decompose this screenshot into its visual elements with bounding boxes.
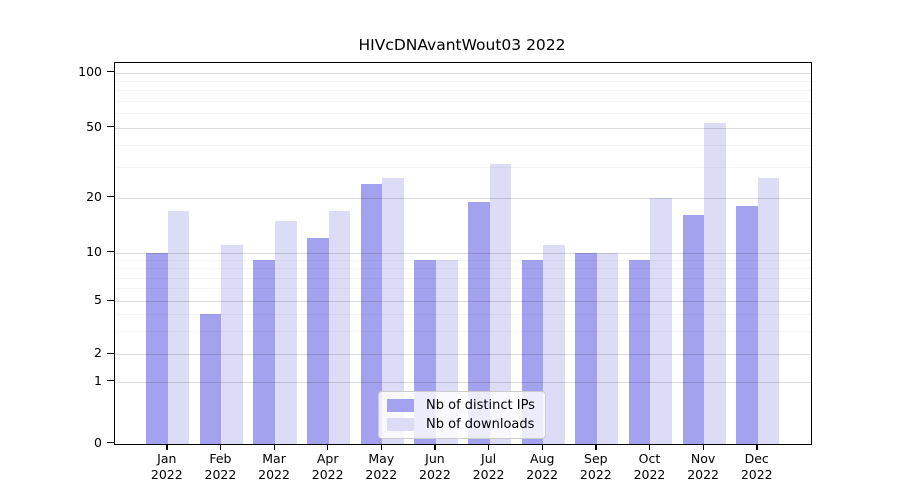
bar-ips-jan [146,252,168,444]
x-tick-jul [488,443,490,450]
plot-area [114,62,812,445]
x-tick-label-jun: Jun 2022 [419,451,451,482]
legend-row-distinct-ips: Nb of distinct IPs [387,398,535,413]
y-tick-10 [107,251,114,253]
bar-downloads-jul [489,164,512,444]
y-tick-20 [107,196,114,198]
gridline-100 [115,72,811,74]
bar-downloads-jan [167,210,190,444]
bar-ips-apr [307,238,329,444]
x-tick-nov [702,443,704,450]
y-tick-1 [107,380,114,382]
x-tick-apr [327,443,329,450]
y-tick-label-2: 2 [94,345,102,361]
x-tick-sep [595,443,597,450]
bar-ips-feb [199,313,222,444]
legend-swatch-distinct-ips [387,399,414,412]
legend: Nb of distinct IPs Nb of downloads [378,391,546,439]
bar-ips-oct [628,260,651,444]
legend-row-downloads: Nb of downloads [387,417,535,432]
minor-gridline-70 [115,101,811,102]
x-tick-label-aug: Aug 2022 [526,451,559,482]
bar-downloads-feb [221,245,244,444]
bar-ips-jul [467,201,490,444]
y-tick-0 [107,442,114,444]
minor-gridline-90 [115,81,811,83]
x-tick-label-nov: Nov 2022 [687,451,719,482]
y-tick-label-100: 100 [78,63,102,79]
bar-downloads-dec [757,177,780,444]
x-tick-label-jul: Jul 2022 [472,451,505,482]
bar-ips-may [360,183,383,444]
chart-title: HIVcDNAvantWout03 2022 [358,36,566,54]
y-tick-label-50: 50 [86,118,102,134]
legend-swatch-downloads [387,418,414,431]
x-tick-label-apr: Apr 2022 [311,451,344,482]
bar-downloads-may [382,177,404,444]
bar-downloads-aug [543,245,565,444]
y-tick-label-20: 20 [86,188,102,204]
y-tick-50 [107,126,114,128]
bar-downloads-oct [650,197,673,444]
legend-label-distinct-ips: Nb of distinct IPs [426,398,535,413]
legend-label-downloads: Nb of downloads [426,417,535,432]
bar-ips-mar [253,260,276,444]
x-tick-label-may: May 2022 [365,451,398,482]
x-tick-label-mar: Mar 2022 [258,451,290,482]
bar-downloads-nov [704,123,726,444]
x-tick-jun [434,443,436,450]
bar-ips-dec [736,206,758,444]
bar-ips-sep [575,252,597,444]
x-tick-feb [219,443,222,450]
x-tick-oct [648,443,651,450]
minor-gridline-60 [115,113,811,115]
y-tick-label-0: 0 [94,434,102,450]
y-tick-5 [107,299,114,301]
y-tick-label-5: 5 [94,292,102,307]
x-tick-label-jan: Jan 2022 [150,451,183,482]
x-tick-label-sep: Sep 2022 [579,451,612,482]
bar-ips-nov [682,215,705,444]
y-tick-label-10: 10 [86,243,102,259]
x-tick-label-oct: Oct 2022 [633,451,666,482]
x-tick-may [380,443,383,450]
x-tick-label-dec: Dec 2022 [740,451,773,482]
y-tick-100 [107,71,114,73]
x-tick-dec [756,443,758,450]
x-tick-aug [541,443,543,450]
bar-downloads-mar [275,220,297,444]
x-tick-mar [273,443,275,450]
bar-downloads-apr [328,210,351,444]
x-tick-label-feb: Feb 2022 [204,451,237,482]
y-tick-2 [107,352,114,355]
bar-downloads-sep [596,252,619,444]
y-tick-label-1: 1 [94,372,102,388]
x-tick-jan [166,443,168,450]
minor-gridline-80 [115,90,811,92]
